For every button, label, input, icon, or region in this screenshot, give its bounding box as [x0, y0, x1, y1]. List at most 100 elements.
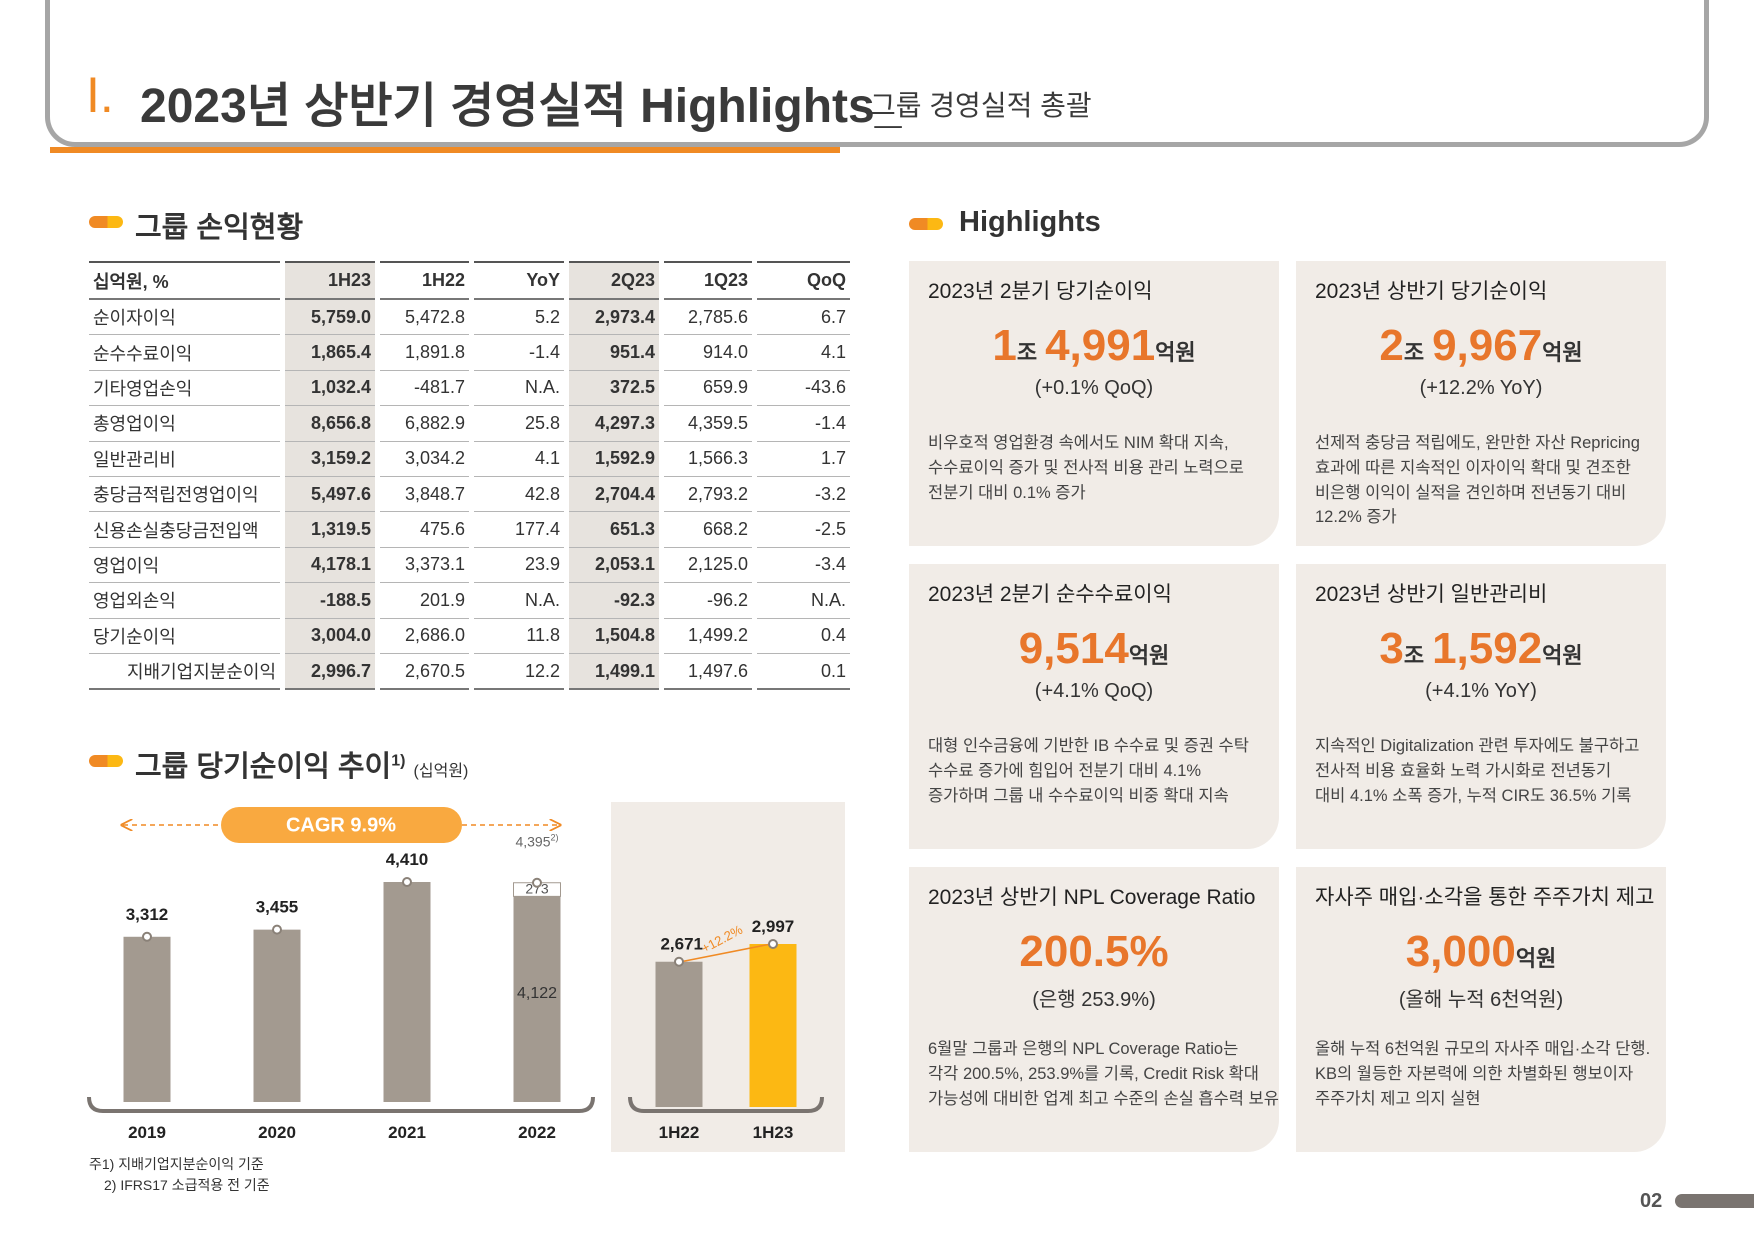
cell: -3.2 [757, 477, 851, 513]
highlight-card: 2023년 2분기 당기순이익 1조 4,991억원 (+0.1% QoQ) 비우호적 … [909, 261, 1279, 546]
column-header: 1H23 [285, 261, 376, 300]
table-row: 순수수료이익 1,865.4 1,891.8 -1.4 951.4 914.0 4.1 [89, 335, 851, 371]
cell: 951.4 [569, 335, 660, 371]
cell: -92.3 [569, 583, 660, 619]
row-label: 순이자이익 [89, 300, 281, 336]
figure-unit: 억원 [1542, 340, 1583, 365]
cell: 668.2 [664, 512, 753, 548]
table-row: 기타영업손익 1,032.4 -481.7 N.A. 372.5 659.9 -43.6 [89, 370, 851, 407]
figure-number: 2 [1379, 321, 1404, 370]
cell: 4.1 [757, 335, 851, 371]
desc-line: 지속적인 Digitalization 관련 투자에도 불구하고 [1315, 737, 1640, 755]
cell: -2.5 [757, 512, 851, 548]
cell: 177.4 [474, 512, 565, 548]
cell: -96.2 [664, 583, 753, 619]
card-sub: (+4.1% QoQ) [1034, 680, 1154, 702]
bar [749, 944, 797, 1107]
row-label: 당기순이익 [89, 619, 281, 654]
desc-line: 6월말 그룹과 은행의 NPL Coverage Ratio는 [928, 1040, 1239, 1058]
cell: -188.5 [285, 583, 376, 619]
cell: 23.9 [474, 548, 565, 584]
segment-label: 273 [525, 880, 549, 896]
desc-line: 증가하며 그룹 내 수수료이익 비중 확대 지속 [928, 786, 1229, 805]
card-figure: 200.5% [909, 927, 1279, 977]
desc-line: 수수료 증가에 힘입어 전분기 대비 4.1% [928, 761, 1202, 780]
income-table: 십억원, % 1H23 1H22 YoY 2Q23 1Q23 QoQ 순이자이익 5,759.0… [84, 261, 855, 691]
cell: 2,686.0 [380, 619, 470, 654]
bar-segment [513, 896, 561, 1102]
bullet [89, 216, 123, 228]
category-label: 2021 [388, 1123, 426, 1142]
note-marker: 2) [551, 833, 559, 843]
cell: 4.1 [474, 442, 565, 477]
cell: 42.8 [474, 477, 565, 513]
row-label: 순수수료이익 [89, 335, 281, 371]
value-label: 4,410 [386, 850, 429, 869]
column-header: QoQ [757, 261, 851, 300]
page-number: 02 [1640, 1190, 1663, 1212]
row-label: 신용손실충당금전입액 [89, 512, 281, 548]
desc-line: 가능성에 대비한 업계 최고 수준의 손실 흡수력 보유 [928, 1089, 1279, 1108]
card-sub: (은행 253.9%) [1032, 989, 1156, 1011]
figure-unit: 억원 [1155, 340, 1196, 365]
desc-line: 선제적 충당금 적립에도, 완만한 자산 Repricing [1315, 434, 1640, 452]
column-header: YoY [474, 261, 565, 300]
desc-line: 비은행 이익이 실적을 견인하며 전년동기 대비 [1315, 483, 1627, 502]
cell: 3,373.1 [380, 548, 470, 584]
cagr-label: CAGR 9.9% [286, 814, 396, 836]
cell: 6.7 [757, 300, 851, 336]
row-label: 총영업이익 [89, 406, 281, 442]
table-row: 총영업이익 8,656.8 6,882.9 25.8 4,297.3 4,359.5 -1.… [89, 406, 851, 442]
highlight-card: 자사주 매입·소각을 통한 주주가치 제고 3,000억원 (올해 누적 6천억원)… [1296, 867, 1666, 1152]
column-header: 1Q23 [664, 261, 753, 300]
cell: N.A. [474, 371, 565, 407]
bar-point [402, 877, 412, 887]
unit: (십억원) [413, 763, 469, 780]
cell: 475.6 [380, 512, 470, 548]
column-header: 1H22 [380, 261, 470, 300]
card-title: 자사주 매입·소각을 통한 주주가치 제고 [1315, 886, 1655, 909]
row-label: 일반관리비 [89, 442, 281, 477]
card-figure: 9,514억원 [909, 624, 1279, 674]
value-label-text: 3,312 [126, 905, 169, 924]
category-label: 1H23 [753, 1123, 794, 1142]
value-label-text: 4,410 [386, 850, 429, 869]
card-figure: 1조 4,991억원 [909, 321, 1279, 371]
figure-unit: 조 [1403, 340, 1425, 365]
cell: 1,592.9 [569, 441, 660, 477]
bar-point [272, 924, 282, 935]
desc-line: 각각 200.5%, 253.9%를 기록, Credit Risk 확대 [928, 1064, 1259, 1083]
bar [123, 936, 171, 1102]
card-desc: 올해 누적 6천억원 규모의 자사주 매입·소각 단행. KB의 월등한 자본력에… [1315, 1037, 1650, 1111]
cell: 5,759.0 [285, 300, 376, 336]
cell: -1.4 [757, 406, 851, 442]
cell: 1,497.6 [664, 654, 753, 691]
card-title: 2023년 2분기 순수수료이익 [928, 583, 1172, 606]
desc-line: KB의 월등한 자본력에 의한 차별화된 행보이자 [1315, 1064, 1634, 1083]
figure-number: 3 [1379, 624, 1404, 673]
figure-number: 200.5% [1019, 927, 1169, 976]
cell: 1,319.5 [285, 512, 376, 548]
row-label: 지배기업지분순이익 [89, 654, 281, 691]
figure-number: 3,000 [1405, 927, 1516, 976]
table-row: 충당금적립전영업이익 5,497.6 3,848.7 42.8 2,704.4 2,793… [89, 476, 851, 513]
section-title: 그룹 손익현황 [135, 212, 304, 244]
table-body: 순이자이익 5,759.0 5,472.8 5.2 2,973.4 2,785.6 6.7 순… [89, 300, 851, 691]
footnote: 2) IFRS17 소급적용 전 기준 [104, 1177, 270, 1193]
row-label: 영업외손익 [89, 583, 281, 619]
card-title: 2023년 상반기 일반관리비 [1315, 583, 1548, 606]
row-label: 영업이익 [89, 548, 281, 584]
figure-unit: 억원 [1515, 946, 1557, 971]
row-label: 기타영업손익 [89, 371, 281, 407]
cell: 651.3 [569, 512, 660, 548]
cell: 2,785.6 [664, 300, 753, 336]
category-label: 2019 [128, 1123, 166, 1142]
value-label: 3,312 [126, 905, 169, 924]
page-tab [1675, 1194, 1754, 1208]
page-title: 2023년 상반기 경영실적 Highlights_ [140, 80, 902, 133]
cell: 0.1 [757, 654, 851, 691]
header-row: 십억원, % 1H23 1H22 YoY 2Q23 1Q23 QoQ [89, 261, 851, 300]
cell: 8,656.8 [285, 406, 376, 442]
cell: 1,865.4 [285, 335, 376, 371]
